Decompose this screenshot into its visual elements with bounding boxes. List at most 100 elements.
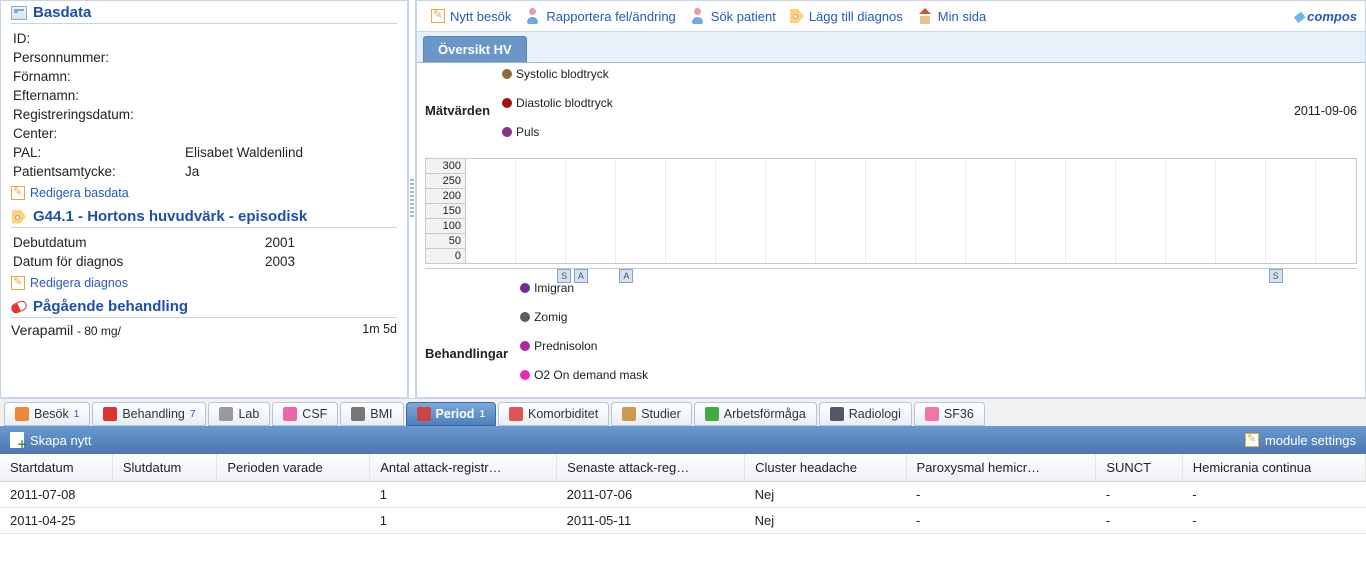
card-icon bbox=[11, 5, 27, 21]
chart-yaxis: 300250200150100500 bbox=[426, 159, 466, 263]
column-header[interactable]: Cluster headache bbox=[745, 454, 906, 482]
samtycke-value: Ja bbox=[185, 163, 395, 180]
home-icon bbox=[917, 8, 933, 24]
camera-icon bbox=[830, 407, 844, 421]
column-header[interactable]: Senaste attack-reg… bbox=[557, 454, 745, 482]
edit-basdata-link[interactable]: Redigera basdata bbox=[11, 186, 397, 200]
legend-item: Zomig bbox=[520, 310, 648, 324]
legend-item: Diastolic blodtryck bbox=[502, 96, 613, 110]
tab-csf[interactable]: CSF bbox=[272, 402, 338, 426]
rapportera-link[interactable]: Rapportera fel/ändring bbox=[519, 5, 681, 27]
overview-tab-strip: Översikt HV bbox=[417, 32, 1365, 63]
matvarden-header: Mätvärden Systolic blodtryck Diastolic b… bbox=[425, 67, 1357, 154]
legend-item: Prednisolon bbox=[520, 339, 648, 353]
period-icon bbox=[417, 407, 431, 421]
matvarden-chart: 300250200150100500 bbox=[425, 158, 1357, 264]
left-panel: Basdata ID: Personnummer: Förnamn: Efter… bbox=[0, 0, 408, 398]
tag-icon bbox=[790, 9, 804, 23]
samtycke-label: Patientsamtycke: bbox=[13, 163, 183, 180]
tab-besök[interactable]: Besök1 bbox=[4, 402, 90, 426]
chart-grid bbox=[466, 159, 1356, 263]
brand-logo: compos bbox=[1293, 8, 1357, 25]
matvarden-date: 2011-09-06 bbox=[1294, 104, 1357, 118]
table-row[interactable]: 2011-04-2512011-05-11Nej--- bbox=[0, 508, 1366, 534]
brain-icon bbox=[283, 407, 297, 421]
debut-label: Debutdatum bbox=[13, 234, 263, 251]
new-doc-icon bbox=[10, 432, 24, 448]
tab-komorbiditet[interactable]: Komorbiditet bbox=[498, 402, 609, 426]
tab-studier[interactable]: Studier bbox=[611, 402, 692, 426]
fornamn-label: Förnamn: bbox=[13, 68, 183, 85]
column-header[interactable]: Perioden varade bbox=[217, 454, 370, 482]
edit-diagnosis-link[interactable]: Redigera diagnos bbox=[11, 276, 397, 290]
bottom-area: Besök1Behandling7LabCSFBMIPeriod1Komorbi… bbox=[0, 398, 1366, 534]
treatment-title: Pågående behandling bbox=[33, 298, 188, 315]
pencil-icon bbox=[1245, 433, 1259, 447]
tab-lab[interactable]: Lab bbox=[208, 402, 270, 426]
lagg-diagnos-link[interactable]: Lägg till diagnos bbox=[784, 6, 909, 27]
top-toolbar: Nytt besök Rapportera fel/ändring Sök pa… bbox=[417, 1, 1365, 32]
table-row[interactable]: 2011-07-0812011-07-06Nej--- bbox=[0, 482, 1366, 508]
wrench-icon bbox=[705, 407, 719, 421]
basdata-section: Basdata ID: Personnummer: Förnamn: Efter… bbox=[5, 4, 403, 200]
pill-icon bbox=[103, 407, 117, 421]
min-sida-link[interactable]: Min sida bbox=[911, 5, 992, 27]
module-settings-link[interactable]: module settings bbox=[1245, 433, 1356, 448]
diag-label: Datum för diagnos bbox=[13, 253, 263, 270]
flask-icon bbox=[219, 407, 233, 421]
column-header[interactable]: Antal attack-registr… bbox=[370, 454, 557, 482]
period-sub-toolbar: Skapa nytt module settings bbox=[0, 426, 1366, 454]
skapa-nytt-link[interactable]: Skapa nytt bbox=[10, 432, 91, 448]
basdata-table: ID: Personnummer: Förnamn: Efternamn: Re… bbox=[11, 28, 397, 182]
diag-value: 2003 bbox=[265, 253, 395, 270]
column-header[interactable]: Paroxysmal hemicr… bbox=[906, 454, 1096, 482]
right-panel: Nytt besök Rapportera fel/ändring Sök pa… bbox=[416, 0, 1366, 398]
ongoing-treatment-section: Pågående behandling 1m 5d Verapamil - 80… bbox=[5, 298, 403, 338]
debut-value: 2001 bbox=[265, 234, 395, 251]
pal-label: PAL: bbox=[13, 144, 183, 161]
tab-period[interactable]: Period1 bbox=[406, 402, 496, 426]
event-strip: SAAS bbox=[425, 268, 1357, 269]
matvarden-title: Mätvärden bbox=[425, 103, 490, 118]
legend-item: Systolic blodtryck bbox=[502, 67, 613, 81]
efternamn-label: Efternamn: bbox=[13, 87, 183, 104]
diagnosis-table: Debutdatum2001 Datum för diagnos2003 bbox=[11, 232, 397, 272]
person-search-icon bbox=[690, 8, 706, 24]
diagnosis-section: G44.1 - Hortons huvudvärk - episodisk De… bbox=[5, 208, 403, 290]
treatment-dose: - 80 mg/ bbox=[77, 324, 121, 338]
tab-radiologi[interactable]: Radiologi bbox=[819, 402, 912, 426]
tab-oversikt[interactable]: Översikt HV bbox=[423, 36, 527, 62]
pnr-label: Personnummer: bbox=[13, 49, 183, 66]
nytt-besok-link[interactable]: Nytt besök bbox=[425, 6, 517, 27]
behandlingar-header: Behandlingar Imigran Zomig Prednisolon O… bbox=[425, 281, 1357, 397]
bottom-tabs: Besök1Behandling7LabCSFBMIPeriod1Komorbi… bbox=[0, 398, 1366, 426]
id-label: ID: bbox=[13, 30, 183, 47]
center-label: Center: bbox=[13, 125, 183, 142]
tab-behandling[interactable]: Behandling7 bbox=[92, 402, 206, 426]
pal-value: Elisabet Waldenlind bbox=[185, 144, 395, 161]
tab-sf36[interactable]: SF36 bbox=[914, 402, 985, 426]
legend-item: Imigran bbox=[520, 281, 648, 295]
behandlingar-title: Behandlingar bbox=[425, 346, 508, 361]
column-header[interactable]: Startdatum bbox=[0, 454, 112, 482]
scale-icon bbox=[351, 407, 365, 421]
basdata-title: Basdata bbox=[33, 4, 91, 21]
column-header[interactable]: SUNCT bbox=[1096, 454, 1182, 482]
person-plus-icon bbox=[525, 8, 541, 24]
tag-icon bbox=[11, 209, 27, 225]
link-icon bbox=[509, 407, 523, 421]
tab-arbetsförmåga[interactable]: Arbetsförmåga bbox=[694, 402, 817, 426]
regdatum-label: Registreringsdatum: bbox=[13, 106, 183, 123]
column-header[interactable]: Hemicrania continua bbox=[1182, 454, 1365, 482]
sok-patient-link[interactable]: Sök patient bbox=[684, 5, 782, 27]
pencil-icon bbox=[431, 9, 445, 23]
tag-icon bbox=[925, 407, 939, 421]
vertical-splitter[interactable] bbox=[408, 0, 416, 398]
treatment-drug: Verapamil bbox=[11, 322, 73, 338]
legend-item: O2 On demand mask bbox=[520, 368, 648, 382]
tab-bmi[interactable]: BMI bbox=[340, 402, 403, 426]
treatment-age: 1m 5d bbox=[362, 322, 397, 336]
period-grid: StartdatumSlutdatumPerioden varadeAntal … bbox=[0, 454, 1366, 534]
books-icon bbox=[622, 407, 636, 421]
column-header[interactable]: Slutdatum bbox=[112, 454, 216, 482]
